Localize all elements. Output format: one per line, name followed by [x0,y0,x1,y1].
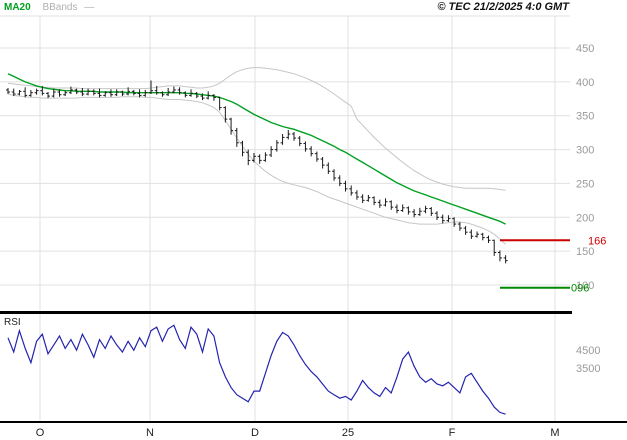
panel-divider [0,311,572,314]
legend-ma20-label: MA20 [4,2,31,13]
level-label-166: 166 [588,235,606,247]
price-tick-label: 350 [576,111,594,123]
legend: MA20 BBands — [4,2,94,13]
rsi-tick-label: 3500 [576,363,600,375]
rsi-panel-label: RSI [4,317,21,328]
price-tick-label: 150 [576,246,594,258]
rsi-tick-label: 4500 [576,345,600,357]
price-tick-label: 250 [576,178,594,190]
month-label: O [36,427,45,439]
month-label: F [449,427,456,439]
rsi-line [7,324,506,415]
price-tick-label: 100 [576,280,594,292]
month-label: M [550,427,559,439]
copyright-text: © TEC 21/2/2025 4:0 GMT [437,1,569,13]
bollinger-lower-line [7,93,506,245]
price-tick-label: 400 [576,77,594,89]
price-tick-label: 300 [576,145,594,157]
level-label-096: 096 [571,283,589,295]
legend-bbands-dash: — [84,2,95,13]
price-tick-label: 200 [576,212,594,224]
ma20-line [7,73,506,225]
legend-bbands-label: BBands [42,2,78,13]
month-label: 25 [342,427,354,439]
month-label: D [251,427,259,439]
month-label: N [146,427,154,439]
bollinger-upper-line [7,67,506,191]
price-tick-label: 450 [576,43,594,55]
